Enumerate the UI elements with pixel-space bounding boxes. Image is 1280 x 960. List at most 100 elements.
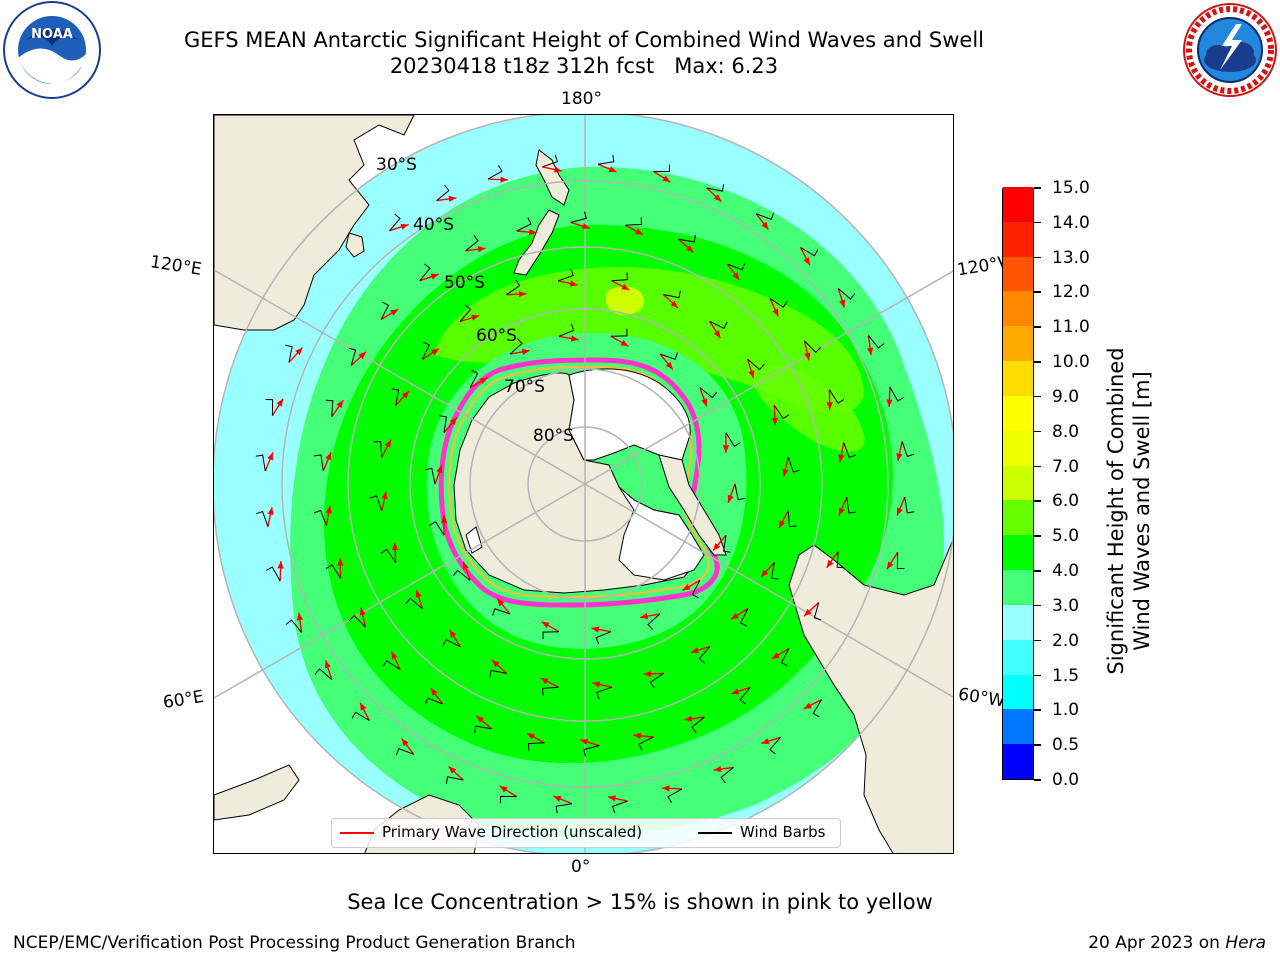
lon-label-60e: 60°E bbox=[161, 686, 206, 714]
wave-arrow-head bbox=[771, 417, 778, 426]
wave-arrow-head bbox=[358, 351, 366, 360]
wave-arrow-head bbox=[390, 309, 399, 316]
wave-arrow-head bbox=[722, 445, 730, 453]
wave-arrow-head bbox=[449, 417, 457, 425]
wind-barb bbox=[667, 788, 683, 804]
wind-barb bbox=[896, 552, 905, 569]
wave-arrow-head bbox=[337, 558, 344, 566]
wave-arrow-head bbox=[436, 465, 443, 474]
wind-barb bbox=[678, 234, 696, 243]
colorbar-tick bbox=[1034, 500, 1041, 502]
wave-arrow-head bbox=[686, 245, 694, 253]
wave-arrow-head bbox=[838, 507, 845, 516]
colorbar-tick bbox=[1034, 570, 1041, 572]
wave-arrow-head bbox=[662, 785, 670, 792]
wind-barb bbox=[419, 263, 431, 282]
wave-arrow-head bbox=[391, 651, 398, 660]
meridian-120w bbox=[584, 270, 953, 485]
wave-arrow-head bbox=[665, 361, 673, 370]
wave-arrow-head bbox=[608, 795, 616, 802]
wind-barb bbox=[769, 297, 788, 308]
band-6-7m-peak bbox=[605, 286, 645, 315]
wave-arrow-head bbox=[324, 660, 331, 669]
meridian-60e bbox=[214, 483, 586, 699]
lat-label-30s: 30°S bbox=[376, 155, 417, 175]
band-5-6m-east bbox=[752, 364, 865, 452]
wind-barb bbox=[706, 184, 725, 192]
wave-arrow-head bbox=[713, 766, 722, 773]
wave-arrow-head bbox=[430, 688, 438, 696]
colorbar-segment bbox=[1003, 430, 1033, 466]
wind-barb bbox=[787, 510, 797, 528]
wave-arrow-head bbox=[591, 626, 600, 633]
wind-barb bbox=[647, 613, 661, 631]
wind-barb bbox=[380, 301, 390, 320]
wind-barb bbox=[691, 580, 701, 599]
wind-barb bbox=[348, 614, 366, 628]
colorbar-tick bbox=[1034, 604, 1041, 607]
polar-map: 30°S 40°S 50°S 60°S 70°S 80°S bbox=[214, 115, 953, 853]
wind-barb bbox=[516, 217, 532, 232]
wind-barb bbox=[698, 646, 711, 664]
wind-barb bbox=[382, 660, 401, 671]
colorbar-segment bbox=[1003, 360, 1033, 396]
wind-barb bbox=[638, 736, 654, 751]
lat-label-60s: 60°S bbox=[476, 326, 517, 346]
colorbar-tick-label: 13.0 bbox=[1052, 247, 1090, 268]
wave-arrow-head bbox=[540, 678, 549, 685]
wind-barb bbox=[837, 288, 856, 300]
colorbar-segment bbox=[1003, 639, 1033, 675]
wind-barb bbox=[770, 562, 779, 580]
colorbar-tick-label: 0.0 bbox=[1052, 770, 1080, 790]
land-tasmania bbox=[345, 232, 365, 258]
sea-ice-note: Sea Ice Concentration > 15% is shown in … bbox=[347, 890, 933, 914]
wind-barb bbox=[541, 686, 559, 696]
wave-arrow-head bbox=[518, 291, 527, 298]
colorbar-segment bbox=[1003, 569, 1033, 605]
colorbar-tick-label: 8.0 bbox=[1052, 421, 1080, 442]
wave-arrow-head bbox=[462, 561, 469, 570]
wave-arrow-head bbox=[838, 454, 845, 463]
vector-layer bbox=[255, 154, 915, 814]
wind-barb bbox=[756, 212, 775, 221]
lat-labels: 30°S 40°S 50°S 60°S 70°S 80°S bbox=[376, 155, 574, 446]
colorbar-segment bbox=[1003, 534, 1033, 571]
wave-arrow-head bbox=[267, 507, 274, 515]
wave-arrow-head bbox=[635, 228, 643, 235]
wind-barb bbox=[555, 803, 572, 814]
wave-arrow-head bbox=[325, 452, 332, 461]
wave-arrow-head bbox=[670, 300, 678, 308]
wind-barb bbox=[285, 619, 302, 633]
wave-arrow-head bbox=[582, 223, 590, 229]
colorbar-tick-label: 4.0 bbox=[1052, 561, 1080, 582]
map-frame: 30°S 40°S 50°S 60°S 70°S 80°S Primary Wa… bbox=[213, 114, 954, 854]
footer-machine: Hera bbox=[1225, 933, 1266, 953]
wind-barb bbox=[769, 736, 781, 755]
wave-arrow-head bbox=[500, 176, 508, 183]
wind-barb bbox=[813, 602, 822, 621]
wave-arrow-head bbox=[620, 339, 629, 347]
wave-arrow-head bbox=[471, 314, 480, 321]
wind-barb bbox=[598, 154, 615, 165]
wind-barb bbox=[846, 497, 857, 514]
colorbar-tick bbox=[1034, 221, 1041, 224]
wind-barb bbox=[424, 697, 443, 705]
wave-arrow-head bbox=[384, 439, 391, 448]
wave-arrow-head bbox=[476, 715, 484, 723]
sea-ice-inner bbox=[448, 365, 710, 599]
wave-arrow-head bbox=[296, 612, 303, 621]
wind-barb bbox=[442, 639, 461, 648]
wind-barb bbox=[506, 279, 521, 296]
chart-subtitle: 20230418 t18z 312h fcst Max: 6.23 bbox=[389, 54, 779, 78]
wave-arrow-head bbox=[401, 391, 409, 399]
noaa-logo-icon: NOAA bbox=[3, 1, 101, 99]
footer-date-text: 20 Apr 2023 on bbox=[1088, 933, 1226, 953]
wave-arrow-head bbox=[826, 402, 833, 410]
colorbar-segment bbox=[1003, 325, 1033, 362]
wind-barb bbox=[542, 631, 560, 640]
wind-barb bbox=[828, 389, 845, 404]
wave-arrow-head bbox=[392, 542, 399, 551]
wave-arrow-head bbox=[748, 370, 755, 379]
wind-barb bbox=[836, 551, 845, 569]
wind-barb bbox=[740, 608, 749, 627]
